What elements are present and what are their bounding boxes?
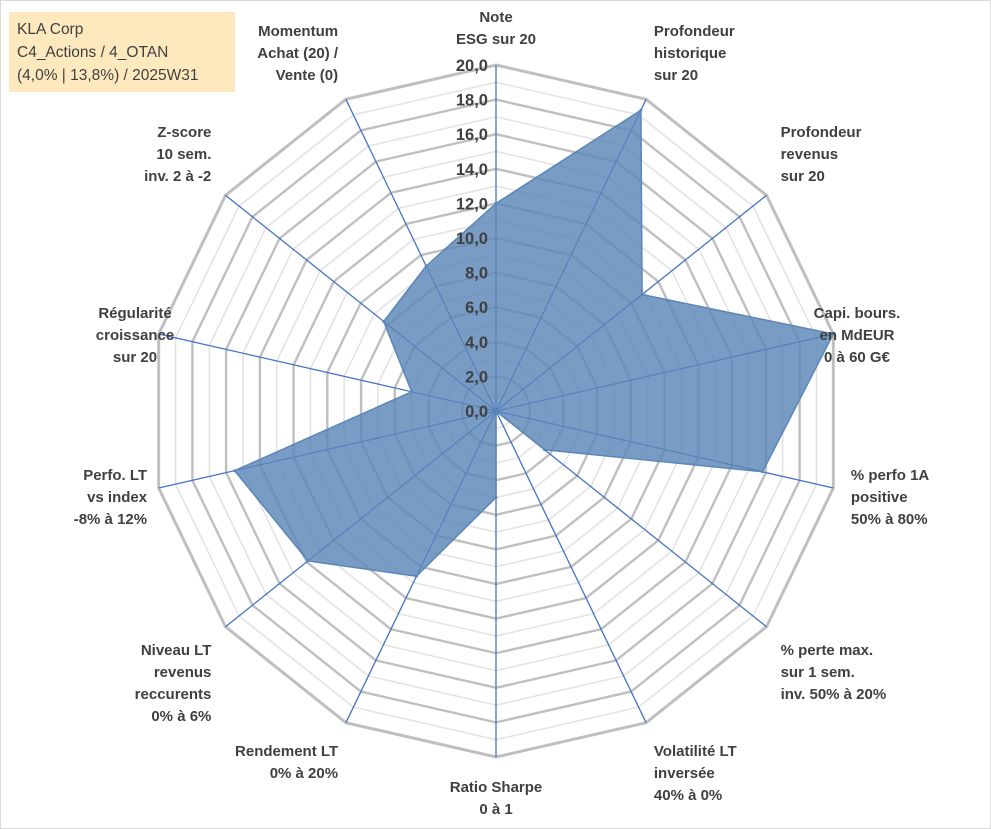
tick-label: 12,0 [456, 195, 488, 213]
data-point-7 [494, 409, 498, 413]
axis-label-line: sur 1 sem. [781, 664, 855, 681]
axis-label-11: Perfo. LT vs index -8% à 12% [74, 467, 148, 528]
tick-label: 8,0 [465, 265, 488, 283]
tick-label: 2,0 [465, 368, 488, 386]
data-point-5 [761, 470, 764, 474]
axis-labels: Note ESG sur 20 Profondeur historique sur 20… [74, 9, 930, 818]
axis-label-line: sur 20 [654, 67, 698, 84]
axis-label-14: Momentum Achat (20) / Vente (0) [257, 23, 339, 84]
axis-label-line: historique [654, 45, 727, 62]
axis-label-line: Volatilité LT [654, 743, 737, 760]
data-point-2 [639, 108, 643, 112]
stats-week: (4,0% | 13,8%) / 2025W31 [17, 67, 199, 84]
axis-label-line: 40% à 0% [654, 787, 722, 804]
axis-label-line: Momentum [258, 23, 338, 40]
data-point-1 [494, 201, 498, 205]
axis-label-line: Rendement LT [235, 743, 338, 760]
tick-label: 18,0 [456, 92, 488, 110]
series [233, 108, 835, 578]
data-point-6 [543, 448, 547, 452]
axis-label-line: Z-score [157, 124, 211, 141]
axis-label-line: Profondeur [654, 23, 735, 40]
axis-label-10: Niveau LT revenus reccurents 0% à 6% [135, 642, 212, 725]
axis-label-line: Note [479, 9, 512, 26]
axis-label-line: 0% à 20% [270, 765, 338, 782]
data-point-14 [424, 264, 428, 268]
axis-label-line: Vente (0) [276, 67, 339, 84]
axis-label-line: 50% à 80% [851, 511, 928, 528]
axis-label-line: reccurents [135, 686, 212, 703]
data-point-3 [640, 293, 644, 296]
axis-spoke-7 [495, 410, 647, 723]
tick-label: 6,0 [465, 299, 488, 317]
data-point-8 [494, 496, 498, 499]
axis-label-line: positive [851, 489, 908, 506]
axis-label-line: en MdEUR [820, 327, 895, 344]
axis-label-9: Rendement LT 0% à 20% [235, 743, 338, 782]
axis-label-7: Volatilité LT inversée 40% à 0% [654, 743, 737, 804]
axis-label-line: ESG sur 20 [456, 31, 536, 48]
radial-tick-labels: 0,0 2,0 4,0 6,0 8,0 10,0 12,0 14,0 16,0 18,0 20,0 [456, 57, 488, 421]
axis-label-line: 0 à 60 G€ [824, 349, 891, 366]
axis-label-8: Ratio Sharpe 0 à 1 [450, 779, 543, 818]
axis-label-line: revenus [781, 146, 839, 163]
axis-label-line: inv. 50% à 20% [781, 686, 887, 703]
data-point-11 [233, 469, 237, 473]
data-point-9 [414, 574, 418, 578]
axis-label-line: Régularité [98, 305, 171, 322]
axis-label-line: % perfo 1A [851, 467, 930, 484]
tick-label: 14,0 [456, 161, 488, 179]
axis-label-1: Note ESG sur 20 [456, 9, 536, 48]
axis-label-line: Profondeur [781, 124, 862, 141]
classification: C4_Actions / 4_OTAN [17, 44, 169, 61]
data-point-12 [410, 390, 414, 394]
axis-label-line: Ratio Sharpe [450, 779, 543, 796]
axis-label-6: % perte max. sur 1 sem. inv. 50% à 20% [781, 642, 887, 703]
axis-label-line: Capi. bours. [814, 305, 901, 322]
axis-label-12: Régularité croissance sur 20 [96, 305, 174, 366]
axis-label-line: vs index [87, 489, 148, 506]
axis-label-2: Profondeur historique sur 20 [654, 23, 735, 84]
info-box: KLA Corp C4_Actions / 4_OTAN (4,0% | 13,… [9, 12, 235, 92]
axis-label-line: revenus [154, 664, 212, 681]
axis-label-line: -8% à 12% [74, 511, 147, 528]
axis-label-4: Capi. bours. en MdEUR 0 à 60 G€ [814, 305, 901, 366]
axis-label-line: Niveau LT [141, 642, 212, 659]
axis-label-5: % perfo 1A positive 50% à 80% [851, 467, 930, 528]
tick-label: 20,0 [456, 57, 488, 75]
tick-label: 10,0 [456, 230, 488, 248]
axis-label-line: 10 sem. [156, 146, 211, 163]
tick-label: 4,0 [465, 334, 488, 352]
axis-label-line: 0% à 6% [151, 708, 211, 725]
axis-label-line: sur 20 [113, 349, 157, 366]
axis-label-3: Profondeur revenus sur 20 [781, 124, 862, 185]
axis-label-line: croissance [96, 327, 174, 344]
data-point-10 [306, 559, 310, 563]
axis-label-line: sur 20 [781, 168, 825, 185]
axis-label-13: Z-score 10 sem. inv. 2 à -2 [144, 124, 211, 185]
data-point-13 [382, 320, 386, 323]
company-name: KLA Corp [17, 21, 84, 38]
axis-label-line: Achat (20) / [257, 45, 339, 62]
tick-label: 16,0 [456, 126, 488, 144]
axis-label-line: % perte max. [781, 642, 874, 659]
tick-label: 0,0 [465, 403, 488, 421]
axis-label-line: Perfo. LT [83, 467, 147, 484]
axis-label-line: inv. 2 à -2 [144, 168, 211, 185]
axis-label-line: 0 à 1 [479, 801, 512, 818]
axis-label-line: inversée [654, 765, 715, 782]
data-point-4 [831, 332, 835, 336]
